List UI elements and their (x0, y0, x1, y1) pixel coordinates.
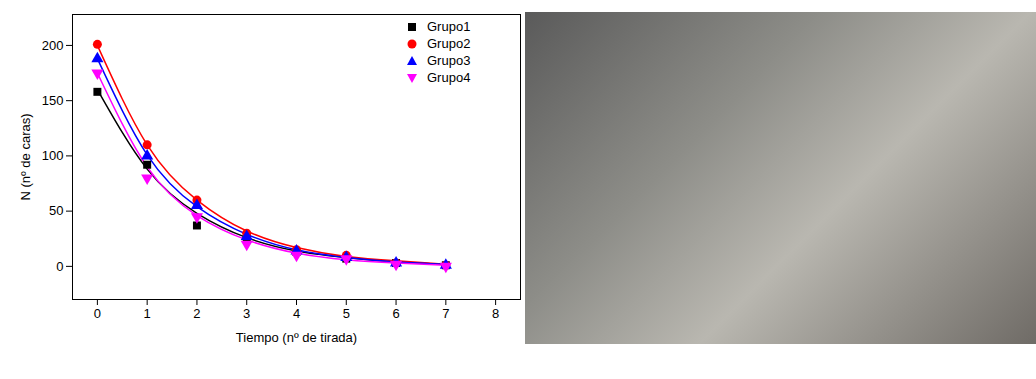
html-text:Grupo4: Grupo4 (427, 70, 471, 85)
svg-text:8: 8 (492, 306, 499, 321)
svg-text:3: 3 (243, 306, 250, 321)
svg-text:50: 50 (49, 203, 63, 218)
html-text:Grupo2: Grupo2 (427, 36, 471, 51)
svg-text:5: 5 (343, 306, 350, 321)
svg-text:0: 0 (56, 259, 63, 274)
html-text:Grupo1: Grupo1 (427, 19, 471, 34)
svg-text:200: 200 (42, 38, 64, 53)
svg-text:1: 1 (144, 306, 151, 321)
svg-text:7: 7 (442, 306, 449, 321)
svg-text:Tiempo (nº de tirada): Tiempo (nº de tirada) (236, 330, 357, 345)
svg-text:2: 2 (193, 306, 200, 321)
svg-text:4: 4 (293, 306, 300, 321)
svg-text:100: 100 (42, 148, 64, 163)
svg-text:0: 0 (94, 306, 101, 321)
html-text:Grupo3: Grupo3 (427, 53, 471, 68)
svg-text:150: 150 (42, 93, 64, 108)
svg-text:6: 6 (392, 306, 399, 321)
svg-text:N (nº de caras): N (nº de caras) (18, 113, 33, 200)
